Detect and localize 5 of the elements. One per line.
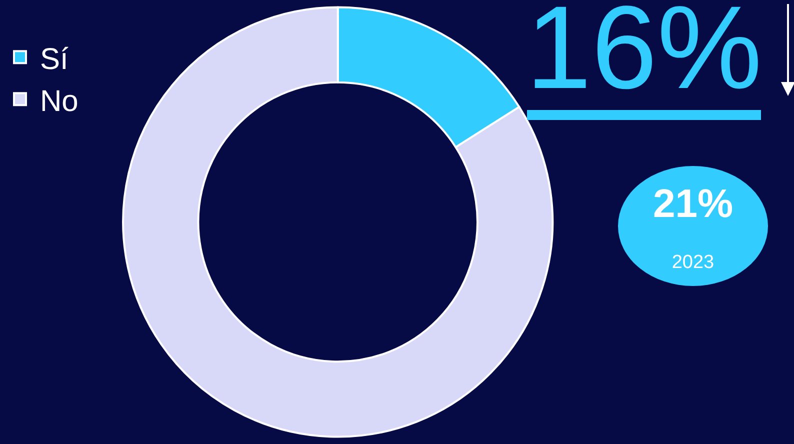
legend-label: Sí	[40, 42, 70, 76]
text: 21%	[652, 182, 734, 227]
legend-label: No	[40, 84, 78, 118]
text: 16%	[525, 0, 763, 114]
text: 2023	[670, 252, 716, 274]
